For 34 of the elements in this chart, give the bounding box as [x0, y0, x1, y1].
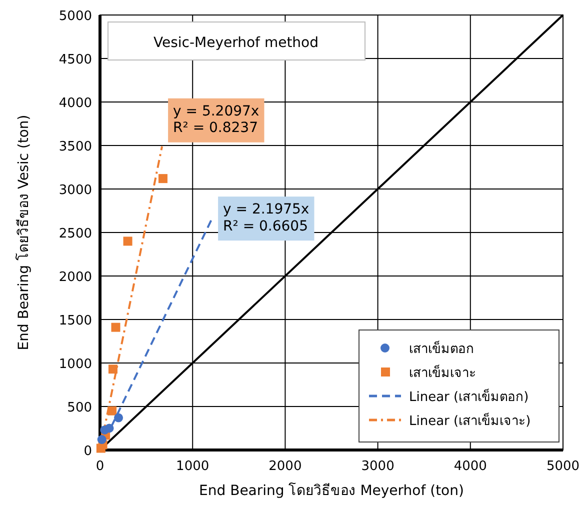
y-tick-label: 2000	[58, 270, 92, 285]
y-tick-label: 0	[84, 444, 92, 459]
x-tick-label: 1000	[176, 459, 210, 474]
legend-label: Linear (เสาเข็มเจาะ)	[409, 411, 531, 429]
y-axis-title: End Bearing โดยวิธีของ Vesic (ton)	[15, 114, 32, 350]
legend-label: Linear (เสาเข็มตอก)	[409, 387, 529, 405]
x-tick-label: 5000	[546, 459, 580, 474]
point	[108, 406, 117, 416]
y-tick-label: 4500	[58, 52, 92, 68]
point	[97, 435, 106, 444]
y-tick-label: 1500	[58, 314, 92, 328]
x-tick-label: 4000	[454, 459, 487, 474]
x-tick-label: 0	[96, 459, 104, 474]
legend-label: เสาเข็มเจาะ	[409, 363, 476, 381]
legend-label: เสาเข็มตอก	[409, 339, 474, 357]
y-tick-label: 500	[67, 400, 92, 416]
y-tick-label: 1000	[58, 357, 92, 372]
annotation: y = 5.2097x R² = 0.8237	[173, 103, 260, 136]
point	[123, 236, 132, 246]
point	[111, 322, 120, 332]
y-tick-label: 5000	[58, 9, 92, 24]
x-axis-title: End Bearing โดยวิธีของ Meyerhof (ton)	[199, 482, 464, 499]
y-tick-label: 3500	[58, 140, 92, 154]
y-tick-label: 3000	[58, 183, 92, 198]
point	[114, 413, 124, 422]
point	[104, 424, 114, 433]
y-tick-label: 4000	[58, 96, 92, 111]
y-tick-label: 2500	[58, 226, 92, 242]
text: Vesic-Meyerhof method	[153, 35, 319, 51]
x-tick-label: 2000	[268, 459, 302, 474]
x-tick-label: 3000	[361, 459, 394, 474]
point	[108, 364, 118, 374]
annotation: y = 2.1975x R² = 0.6605	[223, 202, 310, 234]
point	[158, 174, 168, 184]
